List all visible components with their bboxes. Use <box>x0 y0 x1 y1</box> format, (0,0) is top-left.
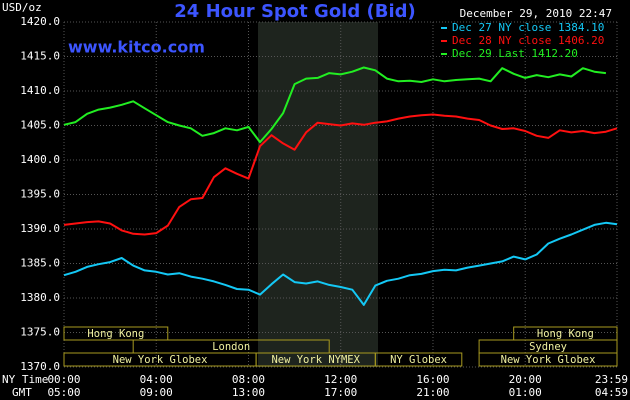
x2-tick-label: 13:00 <box>232 386 265 399</box>
y-tick-label: 1375.0 <box>20 326 60 339</box>
x2-tick-label: 04:59 <box>595 386 628 399</box>
y-tick-label: 1400.0 <box>20 153 60 166</box>
legend-label: Dec 28 NY close 1406.20 <box>452 34 604 47</box>
y-tick-label: 1380.0 <box>20 291 60 304</box>
subtitle: www.kitco.com <box>68 38 205 57</box>
session-label: Sydney <box>529 341 567 353</box>
x2-tick-label: 17:00 <box>324 386 357 399</box>
y-tick-label: 1405.0 <box>20 119 60 132</box>
legend-label: Dec 27 NY close 1384.10 <box>452 21 604 34</box>
x2-tick-label: 05:00 <box>47 386 80 399</box>
session-bar <box>63 326 169 341</box>
series-line <box>63 221 618 306</box>
session-bar <box>478 352 618 367</box>
x-tick-label: 04:00 <box>140 373 173 386</box>
timestamp: December 29, 2010 22:47 <box>460 7 612 20</box>
x-tick-label: 16:00 <box>416 373 449 386</box>
x-tick-label: 00:00 <box>47 373 80 386</box>
session-label: New York Globex <box>501 354 596 366</box>
x-tick-label: 12:00 <box>324 373 357 386</box>
series-line <box>63 113 618 236</box>
session-label: London <box>212 341 250 353</box>
y-tick-label: 1390.0 <box>20 222 60 235</box>
session-label: Hong Kong <box>87 328 144 340</box>
y-axis-label: USD/oz <box>2 1 42 14</box>
x2-tick-label: 09:00 <box>140 386 173 399</box>
session-label: New York Globex <box>113 354 208 366</box>
session-label: Hong Kong <box>537 328 594 340</box>
x-tick-label: 08:00 <box>232 373 265 386</box>
x-tick-label: 20:00 <box>509 373 542 386</box>
y-tick-label: 1385.0 <box>20 257 60 270</box>
y-tick-label: 1420.0 <box>20 15 60 28</box>
x2-axis-label: GMT <box>12 386 32 399</box>
x2-tick-label: 21:00 <box>416 386 449 399</box>
x2-tick-label: 01:00 <box>509 386 542 399</box>
legend-label: Dec 29 Last 1412.20 <box>452 47 578 60</box>
session-label: New York NYMEX <box>271 354 360 366</box>
y-tick-label: 1395.0 <box>20 188 60 201</box>
series-line <box>63 66 607 144</box>
y-tick-label: 1370.0 <box>20 360 60 373</box>
y-tick-label: 1410.0 <box>20 84 60 97</box>
session-label: NY Globex <box>390 354 447 366</box>
session-bar <box>374 352 463 367</box>
y-tick-label: 1415.0 <box>20 50 60 63</box>
x-tick-label: 23:59 <box>595 373 628 386</box>
chart-title: 24 Hour Spot Gold (Bid) <box>174 1 415 22</box>
nymex-highlight <box>258 22 378 367</box>
x-axis-label: NY Time <box>2 373 48 386</box>
